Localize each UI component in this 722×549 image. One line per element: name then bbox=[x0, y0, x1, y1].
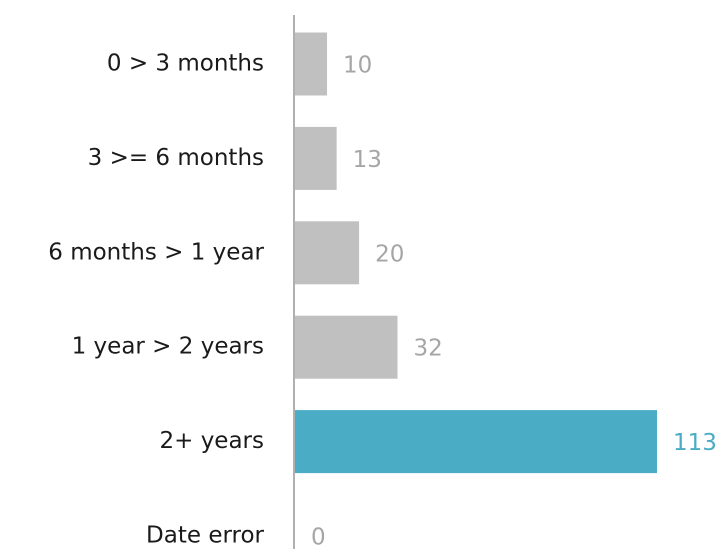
bar bbox=[295, 410, 657, 474]
value-label: 0 bbox=[311, 525, 326, 549]
bar bbox=[295, 126, 337, 190]
bar bbox=[295, 221, 360, 285]
bar bbox=[295, 315, 398, 379]
category-label: Date error bbox=[146, 523, 265, 549]
value-label: 13 bbox=[353, 147, 382, 173]
category-label: 2+ years bbox=[159, 428, 264, 454]
value-label: 20 bbox=[375, 241, 404, 267]
bar bbox=[295, 32, 328, 96]
value-label: 113 bbox=[673, 430, 717, 456]
category-label: 6 months > 1 year bbox=[48, 239, 264, 265]
category-label: 3 >= 6 months bbox=[88, 145, 264, 171]
value-label: 32 bbox=[414, 336, 443, 362]
category-label: 1 year > 2 years bbox=[72, 334, 264, 360]
category-label: 0 > 3 months bbox=[107, 51, 264, 77]
value-label: 10 bbox=[343, 53, 372, 79]
